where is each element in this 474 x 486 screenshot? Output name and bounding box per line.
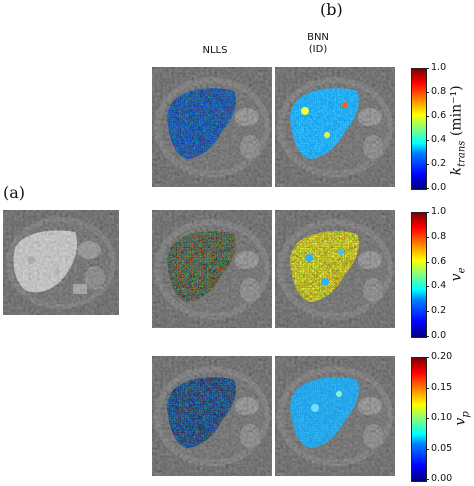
colorbar-ktrans-tick: 0.0	[431, 182, 447, 193]
map-ktrans-nlls	[152, 67, 272, 187]
colorbar-ktrans-tick: 0.4	[431, 134, 447, 145]
reference-mri-image	[3, 210, 119, 315]
colorbar-vp-label-sub: p	[460, 411, 472, 418]
colorbar-ve	[411, 212, 427, 338]
colorbar-ktrans	[411, 68, 427, 190]
colorbar-ve-label: ve	[449, 244, 468, 304]
column-title-nlls: NLLS	[202, 45, 228, 56]
colorbar-ktrans-label: ktrans (min⁻¹)	[449, 70, 468, 190]
colorbar-ve-tick: 0.6	[431, 256, 447, 267]
colorbar-vp-tick: 0.20	[431, 351, 453, 362]
colorbar-ktrans-label-main: k	[448, 166, 465, 176]
colorbar-ve-label-main: v	[448, 273, 465, 282]
colorbar-ktrans-tick: 0.2	[431, 158, 447, 169]
column-title-bnn-line2: (ID)	[308, 44, 328, 55]
colorbar-ve-tick: 0.4	[431, 280, 447, 291]
colorbar-vp-label: vp	[453, 388, 472, 448]
column-title-bnn-line1: BNN	[307, 32, 329, 43]
map-ktrans-bnn	[275, 67, 395, 187]
colorbar-ktrans-tick: 0.8	[431, 86, 447, 97]
column-title-bnn: BNN (ID)	[288, 32, 348, 56]
map-vp-bnn	[275, 356, 395, 476]
colorbar-ve-tick: 0.8	[431, 231, 447, 242]
colorbar-ve-tick: 0.2	[431, 305, 447, 316]
colorbar-ktrans-label-sub: trans	[456, 140, 468, 167]
colorbar-vp-tick: 0.10	[431, 412, 453, 423]
colorbar-vp-tick: 0.15	[431, 382, 453, 393]
colorbar-vp-tick: 0.00	[431, 473, 453, 484]
colorbar-ve-tick: 0.0	[431, 330, 447, 341]
colorbar-vp	[411, 357, 427, 482]
map-vp-nlls	[152, 356, 272, 476]
colorbar-ktrans-tick: 0.6	[431, 110, 447, 121]
map-ve-bnn	[275, 210, 395, 328]
colorbar-ktrans-label-unit: (min⁻¹)	[448, 85, 465, 137]
colorbar-vp-tick: 0.05	[431, 443, 453, 454]
map-ve-nlls	[152, 210, 272, 328]
colorbar-ve-label-sub: e	[456, 267, 468, 274]
panel-label-b: (b)	[320, 0, 343, 19]
panel-label-a: (a)	[3, 183, 26, 202]
colorbar-vp-label-main: v	[452, 417, 469, 426]
colorbar-ve-tick: 1.0	[431, 206, 447, 217]
colorbar-ktrans-tick: 1.0	[431, 62, 447, 73]
